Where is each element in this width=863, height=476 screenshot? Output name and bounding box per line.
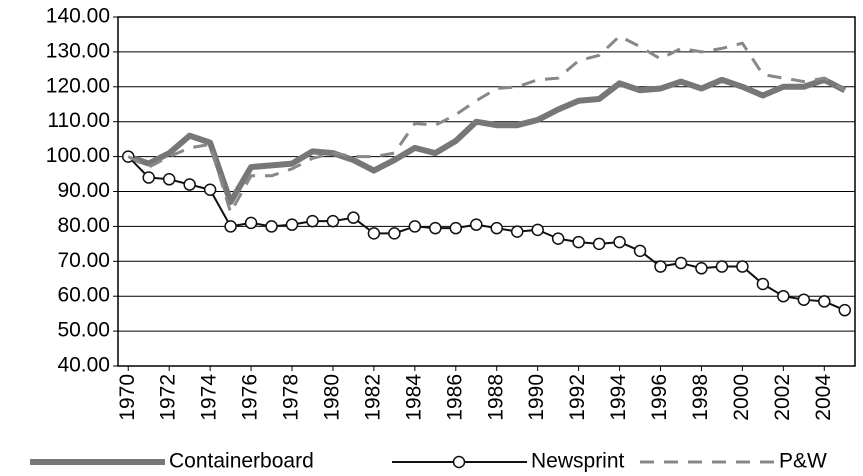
point-marker — [715, 260, 729, 273]
x-tick-label: 1992 — [566, 374, 589, 421]
x-tick-label: 2004 — [812, 374, 835, 421]
point-marker — [551, 232, 565, 245]
y-tick-label: 70.00 — [57, 249, 110, 272]
point-marker — [265, 220, 278, 233]
legend-item: Newsprint — [392, 450, 625, 473]
y-tick-label: 80.00 — [57, 214, 110, 237]
point-marker — [531, 223, 544, 237]
plot-border — [117, 16, 856, 367]
legend-label: Newsprint — [531, 450, 625, 473]
y-tick-label: 110.00 — [47, 109, 110, 132]
y-tick-label: 40.00 — [57, 354, 110, 377]
y-tick-label: 60.00 — [57, 284, 110, 307]
point-marker — [633, 244, 647, 258]
x-tick-label: 1986 — [443, 374, 466, 421]
point-marker — [797, 293, 811, 306]
x-tick-label: 1974 — [198, 374, 221, 421]
y-tick-label: 90.00 — [57, 179, 110, 202]
point-marker — [408, 220, 422, 233]
x-tick-label: 2002 — [771, 374, 794, 421]
point-marker — [326, 214, 340, 228]
point-marker — [429, 221, 442, 235]
y-tick-label: 120.00 — [46, 74, 110, 97]
x-tick-label: 1972 — [157, 374, 180, 421]
legend-item: P&W — [640, 450, 827, 473]
point-marker — [838, 303, 852, 317]
x-tick-label: 1984 — [402, 374, 425, 421]
x-tick-label: 1980 — [321, 374, 344, 421]
point-marker — [736, 260, 749, 273]
point-marker — [470, 218, 483, 231]
y-tick-label: 50.00 — [57, 319, 110, 342]
point-marker — [572, 235, 585, 249]
x-tick-label: 1976 — [239, 374, 262, 421]
point-marker — [367, 227, 381, 240]
legend-item: Containerboard — [30, 450, 314, 473]
point-marker — [654, 260, 667, 273]
point-marker — [388, 227, 401, 240]
point-marker — [756, 277, 770, 291]
x-tick-label: 1990 — [525, 374, 548, 421]
point-marker — [449, 221, 463, 235]
point-marker — [695, 262, 708, 275]
y-tick-label: 140.00 — [46, 5, 110, 28]
series-line — [127, 76, 847, 205]
point-marker — [203, 183, 217, 197]
x-tick-label: 1998 — [689, 374, 712, 421]
x-tick-label: 2000 — [730, 374, 753, 421]
series-line — [127, 155, 846, 312]
point-marker — [674, 256, 688, 270]
y-tick-label: 130.00 — [46, 39, 110, 62]
y-tick-label: 100.00 — [46, 144, 110, 167]
point-marker — [818, 295, 831, 308]
point-marker — [510, 225, 524, 238]
x-tick-label: 1996 — [648, 374, 671, 421]
x-tick-label: 1978 — [280, 374, 303, 421]
point-marker — [347, 211, 360, 224]
x-tick-label: 1982 — [361, 374, 384, 421]
point-marker — [244, 216, 258, 230]
point-marker — [490, 221, 503, 235]
x-tick-label: 1994 — [607, 374, 630, 421]
point-marker — [306, 214, 319, 228]
point-marker — [183, 178, 196, 191]
point-marker — [613, 235, 626, 249]
point-marker — [592, 237, 606, 251]
legend-label: Containerboard — [169, 450, 314, 473]
point-marker — [285, 218, 299, 231]
series-line — [127, 34, 846, 214]
x-tick-label: 1970 — [116, 374, 139, 421]
legend-label: P&W — [779, 450, 827, 473]
legend-marker — [452, 455, 466, 469]
point-marker — [162, 173, 176, 186]
x-tick-label: 1988 — [484, 374, 507, 421]
point-marker — [142, 171, 155, 184]
point-marker — [224, 220, 237, 233]
point-marker — [777, 289, 790, 303]
